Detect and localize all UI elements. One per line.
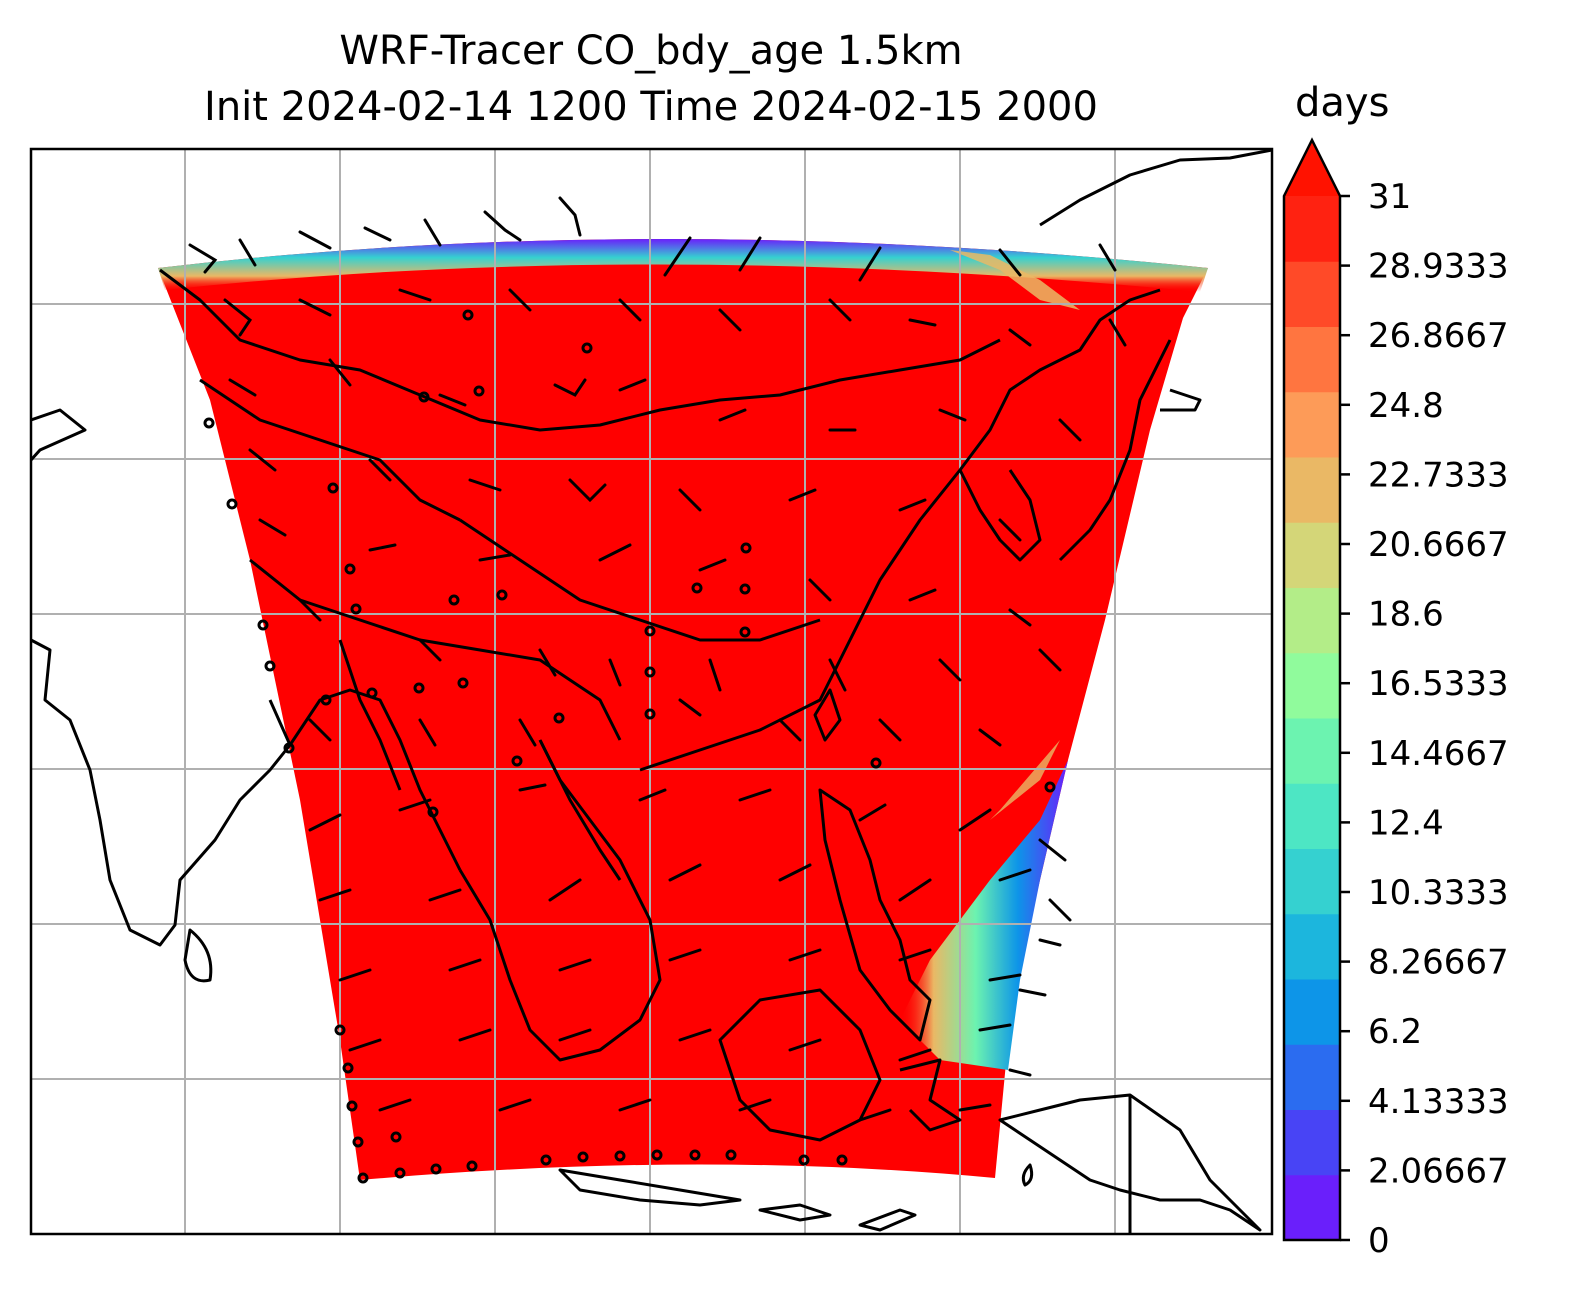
map-frame	[29, 147, 1274, 1236]
colorbar-tick-label: 4.13333	[1368, 1082, 1509, 1122]
colorbar-tick-label: 26.8667	[1368, 316, 1509, 356]
colorbar-extend-arrow	[1284, 140, 1340, 196]
colorbar-tick-label: 20.6667	[1368, 525, 1509, 565]
colorbar-tick-label: 22.7333	[1368, 455, 1509, 495]
colorbar-tick-label: 28.9333	[1368, 247, 1509, 287]
colorbar-tick-label: 12.4	[1368, 803, 1444, 843]
wind-barbs	[188, 196, 1127, 1122]
colorbar-label: days	[1295, 80, 1390, 126]
colorbar-tick-label: 24.8	[1368, 386, 1444, 426]
colorbar-outline	[1282, 137, 1342, 1242]
colorbar-tick-label: 0	[1368, 1221, 1390, 1261]
tracer-field-north-edge	[158, 239, 1208, 292]
tracer-field-ne-orange	[950, 250, 1080, 310]
colorbar-segment	[1284, 913, 1340, 980]
chart-title-line-2: Init 2024-02-14 1200 Time 2024-02-15 200…	[204, 84, 1098, 130]
colorbar-segment	[1284, 522, 1340, 588]
colorbar-tick-label: 10.3333	[1368, 873, 1509, 913]
colorbar: 0 2.06667 4.13333 6.2 8.26667 10.3333 12.4 14.4…	[1282, 137, 1509, 1261]
tracer-field-east-edge	[900, 760, 1068, 1070]
colorbar-segment	[1284, 848, 1340, 915]
colorbar-segment	[1284, 457, 1340, 523]
colorbar-segment	[1284, 652, 1340, 719]
colorbar-segment	[1284, 1109, 1340, 1176]
colorbar-tick-label: 31	[1368, 177, 1411, 217]
colorbar-tick-label: 8.26667	[1368, 943, 1509, 983]
colorbar-segment	[1284, 1174, 1340, 1241]
colorbar-tick-label: 14.4667	[1368, 734, 1509, 774]
colorbar-segment	[1284, 587, 1340, 654]
colorbar-segment	[1284, 261, 1340, 327]
chart-title-line-1: WRF-Tracer CO_bdy_age 1.5km	[339, 28, 963, 74]
colorbar-tick-label: 6.2	[1368, 1012, 1422, 1052]
colorbar-segment	[1284, 979, 1340, 1045]
colorbar-segment	[1284, 718, 1340, 784]
colorbar-tick-label: 2.06667	[1368, 1151, 1509, 1191]
coastlines	[31, 149, 1272, 1234]
colorbar-segment	[1284, 783, 1340, 849]
colorbar-segment	[1284, 326, 1340, 393]
calm-wind-markers	[203, 309, 1056, 1184]
colorbar-segment	[1284, 196, 1340, 262]
colorbar-segment	[1284, 391, 1340, 458]
colorbar-tick-label: 18.6	[1368, 595, 1444, 635]
colorbar-tick-label: 16.5333	[1368, 664, 1509, 704]
colorbar-segment	[1284, 1044, 1340, 1110]
